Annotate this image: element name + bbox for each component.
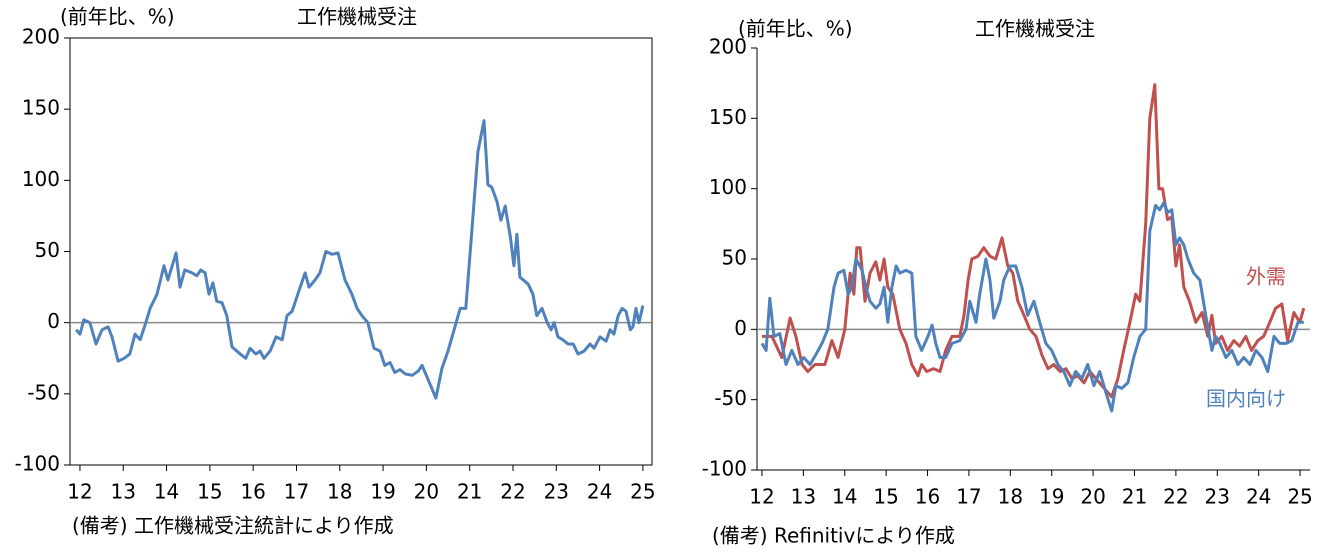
y-tick-label: -50: [27, 380, 60, 404]
y-tick-label: 150: [709, 105, 747, 129]
y-tick-label: 150: [22, 96, 60, 120]
x-tick-label: 16: [915, 485, 940, 509]
series-line: [762, 83, 1306, 399]
x-tick-label: 16: [240, 480, 265, 504]
chart-title: 工作機械受注: [297, 5, 417, 29]
y-tick-label: 50: [35, 238, 60, 262]
x-tick-label: 23: [1205, 485, 1230, 509]
plot-frame: [69, 37, 653, 466]
x-tick-label: 15: [197, 480, 222, 504]
x-tick-label: 14: [832, 485, 857, 509]
chart-title: 工作機械受注: [975, 17, 1095, 41]
x-tick-label: 25: [1287, 485, 1312, 509]
y-tick-label: 100: [22, 167, 60, 191]
y-tick-label: 200: [22, 25, 60, 49]
x-tick-label: 22: [500, 480, 525, 504]
x-tick-label: 24: [587, 480, 612, 504]
y-axis-label: (前年比、%): [738, 17, 853, 41]
series-label: 外需: [1246, 265, 1286, 289]
x-tick-label: 20: [1080, 485, 1105, 509]
y-axis-label: (前年比、%): [60, 5, 175, 29]
x-tick-label: 21: [457, 480, 482, 504]
x-tick-label: 23: [544, 480, 569, 504]
x-tick-label: 18: [998, 485, 1023, 509]
note: (備考) 工作機械受注統計により作成: [72, 514, 394, 538]
note: (備考) Refinitivにより作成: [712, 524, 955, 548]
x-tick-label: 12: [67, 480, 92, 504]
x-tick-label: 13: [111, 480, 136, 504]
x-tick-label: 17: [284, 480, 309, 504]
x-tick-label: 13: [791, 485, 816, 509]
x-tick-label: 18: [327, 480, 352, 504]
y-tick-label: 100: [709, 175, 747, 199]
y-tick-label: 0: [47, 309, 60, 333]
x-tick-label: 12: [749, 485, 774, 509]
series-line: [760, 201, 1304, 413]
series-line: [74, 119, 645, 400]
y-tick-label: 50: [722, 246, 747, 270]
y-tick-label: -100: [702, 457, 747, 481]
y-tick-label: -50: [714, 386, 747, 410]
x-tick-label: 19: [370, 480, 395, 504]
x-tick-label: 25: [630, 480, 655, 504]
x-tick-label: 22: [1163, 485, 1188, 509]
x-tick-label: 21: [1122, 485, 1147, 509]
x-tick-label: 14: [154, 480, 179, 504]
series-label: 国内向け: [1206, 387, 1286, 411]
y-tick-label: -100: [15, 452, 60, 476]
y-tick-label: 200: [709, 35, 747, 59]
x-tick-label: 17: [956, 485, 981, 509]
x-tick-label: 19: [1039, 485, 1064, 509]
x-tick-label: 24: [1246, 485, 1271, 509]
x-tick-label: 15: [873, 485, 898, 509]
x-tick-label: 20: [414, 480, 439, 504]
y-tick-label: 0: [734, 316, 747, 340]
